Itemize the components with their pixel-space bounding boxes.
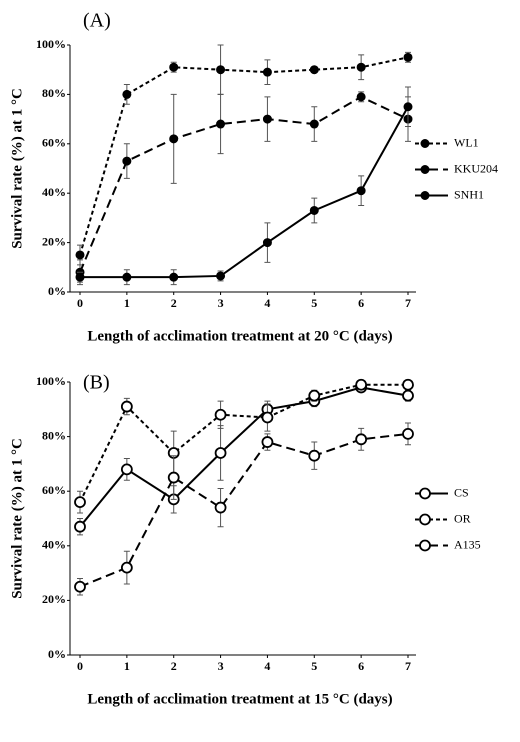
marker: [308, 389, 321, 402]
marker: [262, 67, 272, 77]
y-tick-label: 100%: [36, 374, 66, 388]
marker: [214, 408, 227, 421]
legend-label: WL1: [454, 135, 479, 149]
marker: [169, 62, 179, 72]
marker: [122, 89, 132, 99]
marker: [261, 411, 274, 424]
marker: [169, 272, 179, 282]
x-tick-label: 4: [264, 659, 270, 673]
x-tick-label: 3: [218, 659, 224, 673]
y-tick-label: 100%: [36, 37, 66, 51]
marker: [167, 471, 180, 484]
marker: [120, 561, 133, 574]
legend-label: OR: [454, 511, 471, 525]
x-tick-label: 5: [311, 296, 317, 310]
marker: [216, 119, 226, 129]
marker: [309, 65, 319, 75]
marker: [356, 62, 366, 72]
x-tick-label: 7: [405, 659, 411, 673]
marker: [262, 114, 272, 124]
marker: [309, 119, 319, 129]
marker: [262, 238, 272, 248]
legend-marker: [419, 487, 431, 500]
y-tick-label: 0%: [48, 647, 66, 661]
y-axis-title: Survival rate (%) at 1 °C: [9, 88, 25, 249]
y-axis-title: Survival rate (%) at 1 °C: [9, 438, 25, 599]
x-tick-label: 4: [264, 296, 270, 310]
series-line: [80, 106, 409, 279]
x-axis-title: Length of acclimation treatment at 15 °C…: [87, 691, 392, 707]
panel-label: (B): [83, 372, 110, 394]
y-tick-label: 20%: [42, 592, 66, 606]
x-tick-label: 3: [218, 296, 224, 310]
marker: [355, 378, 368, 391]
series-line: [79, 386, 409, 528]
marker: [356, 92, 366, 102]
legend-marker: [419, 539, 431, 552]
panel-label: (A): [83, 10, 111, 32]
y-tick-label: 80%: [42, 428, 66, 442]
legend-label: KKU204: [454, 161, 498, 175]
marker: [402, 378, 414, 391]
marker: [75, 272, 85, 282]
marker: [120, 400, 133, 413]
x-axis-title: Length of acclimation treatment at 20 °C…: [87, 328, 392, 344]
marker: [122, 156, 132, 166]
marker: [403, 52, 413, 62]
marker: [214, 447, 227, 459]
y-tick-label: 0%: [48, 284, 66, 298]
marker: [74, 580, 86, 593]
marker: [122, 272, 132, 282]
legend-label: SNH1: [454, 187, 484, 201]
x-tick-label: 1: [124, 659, 130, 673]
x-tick-label: 0: [77, 296, 83, 310]
marker: [356, 186, 366, 196]
legend-label: CS: [454, 485, 469, 499]
legend-marker: [420, 191, 430, 200]
marker: [74, 520, 86, 533]
legend-marker: [420, 139, 430, 148]
x-tick-label: 2: [171, 659, 177, 673]
marker: [214, 501, 227, 514]
marker: [261, 436, 274, 448]
marker: [216, 65, 226, 75]
legend-label: A135: [454, 537, 481, 551]
marker: [75, 250, 85, 260]
y-tick-label: 80%: [42, 86, 66, 100]
series-line: [79, 432, 409, 588]
marker: [74, 496, 86, 509]
marker: [403, 102, 413, 112]
marker: [309, 205, 319, 215]
marker: [308, 449, 321, 462]
marker: [120, 463, 133, 476]
y-tick-label: 40%: [42, 538, 66, 552]
y-tick-label: 60%: [42, 483, 66, 497]
y-tick-label: 60%: [42, 136, 66, 150]
marker: [402, 427, 414, 440]
x-tick-label: 6: [358, 659, 364, 673]
series-line: [79, 383, 408, 503]
x-tick-label: 5: [311, 659, 317, 673]
series-line: [79, 95, 409, 273]
x-tick-label: 2: [171, 296, 177, 310]
y-tick-label: 20%: [42, 234, 66, 248]
legend-marker: [420, 165, 430, 174]
x-tick-label: 1: [124, 296, 130, 310]
x-tick-label: 0: [77, 659, 83, 673]
legend-marker: [419, 513, 431, 526]
marker: [216, 271, 226, 281]
marker: [355, 433, 368, 446]
series-line: [79, 56, 409, 256]
marker: [402, 389, 414, 402]
x-tick-label: 6: [358, 296, 364, 310]
marker: [169, 134, 179, 144]
y-tick-label: 40%: [42, 185, 66, 199]
x-tick-label: 7: [405, 296, 411, 310]
